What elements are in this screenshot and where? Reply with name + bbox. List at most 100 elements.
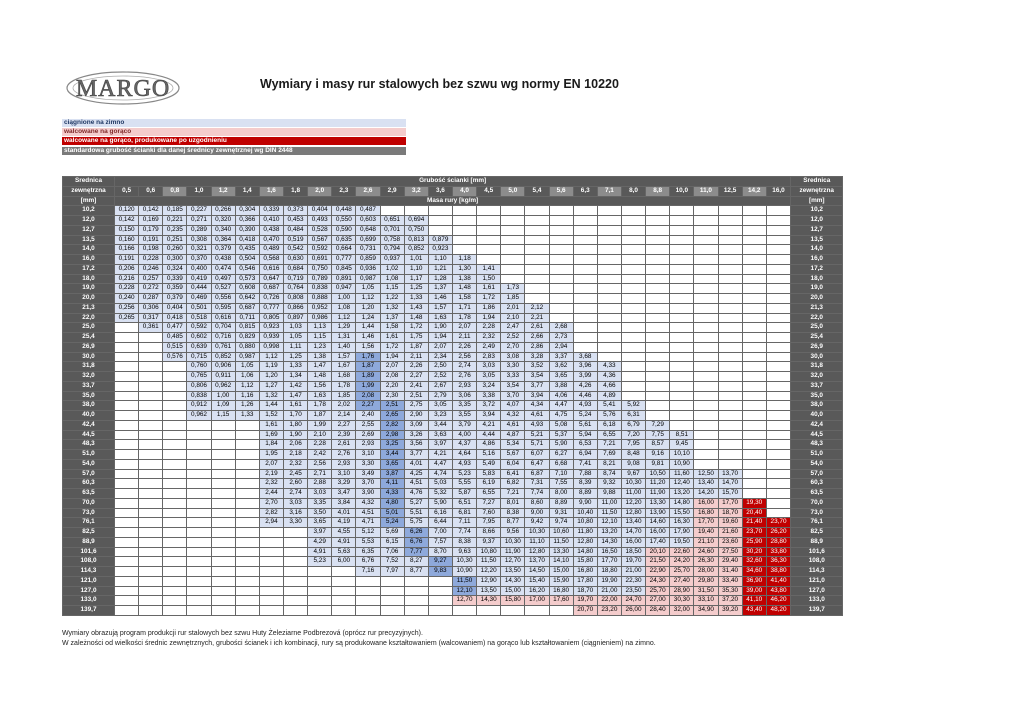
mass-cell: 7,29 (645, 419, 671, 431)
mass-cell: 2,30 (379, 390, 405, 402)
mass-cell: 1,34 (282, 371, 309, 382)
mass-cell (765, 293, 792, 304)
mass-cell: 8,89 (548, 497, 574, 509)
mass-cell: 16,20 (524, 585, 550, 597)
mass-cell (669, 312, 695, 324)
mass-cell: 30,20 (741, 546, 767, 558)
mass-cell (162, 556, 188, 567)
mass-cell: 5,75 (403, 517, 429, 528)
mass-cell (476, 254, 502, 265)
mass-cell (693, 332, 719, 343)
mass-cell (645, 215, 671, 226)
mass-cell: 10,30 (620, 478, 647, 489)
mass-cell (113, 546, 140, 558)
mass-cell: 0,838 (307, 283, 333, 294)
mass-cell (620, 351, 647, 363)
mass-cell (741, 341, 767, 353)
mass-cell: 0,567 (307, 234, 333, 246)
mass-cell: 1,12 (331, 312, 357, 324)
mass-cell (741, 312, 767, 324)
mass-cell: 4,93 (451, 458, 478, 470)
mass-cell: 25,70 (669, 566, 695, 577)
mass-cell: 3,70 (355, 478, 381, 489)
mass-cell: 3,47 (331, 488, 357, 499)
mass-cell: 19,70 (572, 595, 598, 606)
mass-cell (476, 234, 502, 246)
mass-cell: 8,74 (596, 468, 622, 480)
mass-cell: 3,09 (403, 419, 429, 431)
mass-cell (693, 322, 719, 333)
mass-cell: 14,70 (717, 478, 743, 489)
mass-cell (765, 400, 792, 411)
footnote-2: W zależności od wielkości średnic zewnęt… (62, 640, 656, 647)
mass-cell (210, 517, 236, 528)
mass-cell: 39,20 (717, 605, 743, 616)
mass-cell: 3,94 (476, 410, 502, 421)
diameter-sub-right: zewnętrzna (790, 185, 844, 197)
mass-cell: 7,75 (645, 429, 671, 441)
mass-cell (596, 263, 622, 275)
mass-cell: 0,257 (138, 273, 164, 285)
thickness-header: 12,5 (717, 185, 743, 197)
mass-cell: 24,30 (645, 575, 671, 587)
mass-cell: 1,12 (258, 351, 284, 363)
mass-cell: 1,72 (403, 322, 429, 333)
mass-cell: 10,30 (500, 536, 526, 548)
mass-cell: 0,911 (210, 371, 236, 382)
table-row: 42,4 1,61 1,80 1,99 2,27 2,55 2,82 3,09 3,44 3,79… (62, 419, 844, 431)
diameter-cell: 12,7 (62, 224, 115, 236)
mass-cell: 3,05 (427, 400, 453, 411)
mass-cell (669, 302, 695, 314)
mass-cell (138, 429, 164, 441)
mass-cell: 2,08 (355, 390, 381, 402)
mass-cell: 6,04 (500, 458, 526, 470)
mass-cell: 8,77 (500, 517, 526, 528)
mass-cell (451, 205, 478, 216)
mass-cell: 0,266 (210, 205, 236, 216)
mass-cell: 0,789 (307, 273, 333, 285)
mass-cell: 1,73 (500, 283, 526, 294)
mass-cell: 4,91 (307, 546, 333, 558)
mass-cell (162, 478, 188, 489)
mass-cell (693, 283, 719, 294)
mass-cell (162, 429, 188, 441)
mass-cell: 1,46 (427, 293, 453, 304)
mass-cell: 0,379 (162, 293, 188, 304)
table-row: 31,8 0,760 0,906 1,05 1,19 1,33 1,47 1,67 1,87 2,… (62, 361, 844, 372)
diameter-cell: 26,9 (790, 341, 844, 353)
mass-cell: 2,82 (379, 419, 405, 431)
mass-cell: 0,568 (258, 254, 284, 265)
mass-cell (620, 312, 647, 324)
mass-cell: 0,444 (186, 283, 212, 294)
mass-cell (234, 556, 260, 567)
mass-cell (741, 371, 767, 382)
mass-cell: 1,22 (379, 293, 405, 304)
mass-cell: 0,592 (186, 322, 212, 333)
table-row: 14,0 0,166 0,198 0,260 0,321 0,379 0,435 0,489 0… (62, 244, 844, 255)
mass-cell: 2,93 (355, 439, 381, 450)
mass-cell: 1,08 (379, 273, 405, 285)
mass-cell: 3,38 (476, 390, 502, 402)
mass-cell (500, 605, 526, 616)
mass-cell (379, 575, 405, 587)
mass-cell (548, 302, 574, 314)
mass-cell: 0,474 (210, 263, 236, 275)
mass-cell: 0,321 (186, 244, 212, 255)
mass-cell: 9,42 (524, 517, 550, 528)
mass-cell: 1,99 (307, 419, 333, 431)
table-row: 12,0 0,142 0,169 0,221 0,271 0,320 0,366 0,410 0… (62, 215, 844, 226)
mass-cell (138, 332, 164, 343)
mass-cell (717, 244, 743, 255)
mass-cell: 3,72 (476, 400, 502, 411)
mass-cell: 1,24 (355, 312, 381, 324)
mass-cell: 11,20 (645, 478, 671, 489)
mass-cell: 0,198 (138, 244, 164, 255)
mass-cell: 1,56 (355, 341, 381, 353)
diameter-cell: 63,5 (790, 488, 844, 499)
mass-cell: 14,50 (524, 566, 550, 577)
diameter-cell: 19,0 (790, 283, 844, 294)
mass-cell (693, 380, 719, 392)
mass-cell: 43,80 (765, 585, 792, 597)
mass-cell (765, 244, 792, 255)
mass-cell: 4,01 (403, 458, 429, 470)
